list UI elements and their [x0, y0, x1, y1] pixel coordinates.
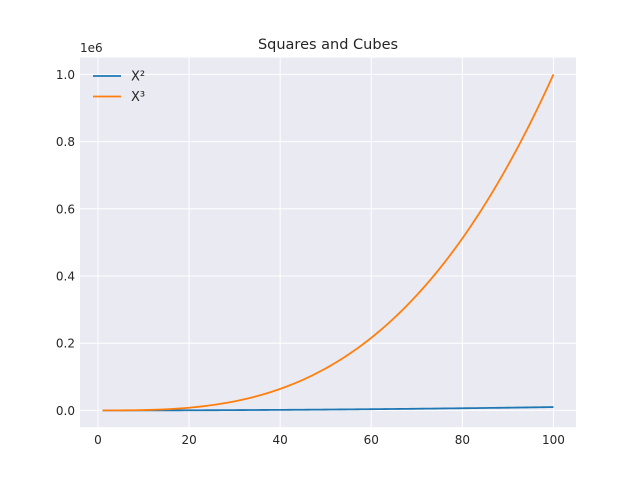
legend-label: X²	[131, 70, 145, 85]
y-tick-label: 0.2	[56, 337, 75, 351]
legend-item: X³	[93, 90, 145, 105]
plot-area	[80, 57, 576, 428]
x-tick-label: 100	[542, 433, 565, 447]
y-tick-label: 1.0	[56, 68, 75, 82]
y-tick-label: 0.8	[56, 135, 75, 149]
y-tick-label: 0.0	[56, 404, 75, 418]
series-line-x-cubed	[102, 74, 555, 412]
x-tick-label: 0	[94, 433, 102, 447]
y-offset-label: 1e6	[80, 41, 103, 55]
legend-label: X³	[131, 90, 145, 105]
legend: X² X³	[93, 70, 145, 105]
chart-title: Squares and Cubes	[258, 37, 398, 53]
series-line-x-squared	[102, 406, 554, 412]
legend-item: X²	[93, 70, 145, 85]
x-tick-label: 60	[364, 433, 379, 447]
x-tick-label: 40	[273, 433, 288, 447]
tick-labels: 0 20 40 60 80 100 0.0 0.2 0.4 0.6 0.8 1.0	[56, 68, 565, 447]
y-tick-label: 0.6	[56, 202, 75, 216]
x-tick-label: 20	[181, 433, 196, 447]
x-tick-label: 80	[455, 433, 470, 447]
series-group	[102, 74, 555, 412]
y-tick-label: 0.4	[56, 270, 75, 284]
